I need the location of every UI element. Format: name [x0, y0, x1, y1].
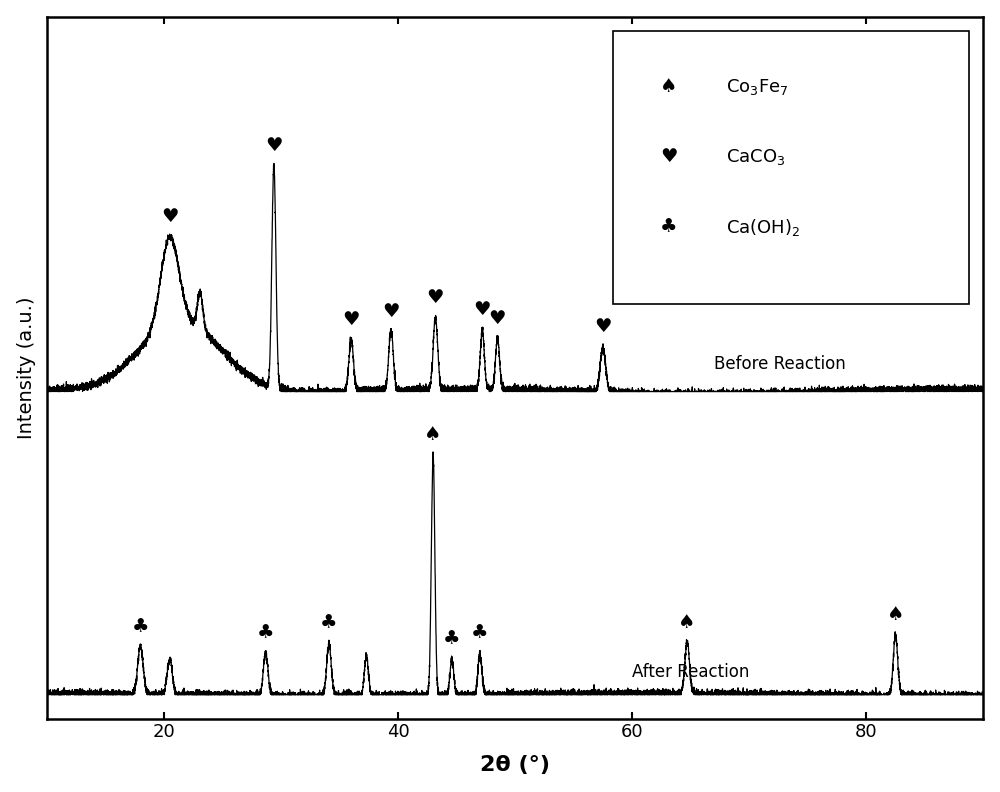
Text: ♠: ♠ [424, 426, 442, 444]
Text: ♥: ♥ [489, 310, 506, 328]
Text: ♣: ♣ [660, 219, 678, 236]
Text: ♣: ♣ [257, 625, 274, 642]
Text: CaCO$_3$: CaCO$_3$ [726, 147, 785, 167]
Text: ♠: ♠ [660, 78, 678, 96]
Text: ♥: ♥ [265, 138, 283, 155]
Text: ♥: ♥ [382, 303, 400, 321]
Text: Co$_3$Fe$_7$: Co$_3$Fe$_7$ [726, 77, 789, 97]
Text: ♣: ♣ [320, 615, 338, 632]
Text: Ca(OH)$_2$: Ca(OH)$_2$ [726, 217, 800, 238]
Text: ♥: ♥ [342, 311, 360, 329]
Text: Before Reaction: Before Reaction [714, 355, 846, 373]
Text: ♥: ♥ [161, 208, 178, 226]
Text: ♥: ♥ [594, 318, 612, 336]
Text: ♣: ♣ [443, 630, 461, 648]
X-axis label: 2θ (°): 2θ (°) [480, 756, 550, 775]
Text: ♠: ♠ [887, 606, 904, 624]
Text: After Reaction: After Reaction [632, 664, 750, 681]
Y-axis label: Intensity (a.u.): Intensity (a.u.) [17, 296, 36, 439]
FancyBboxPatch shape [613, 31, 969, 304]
Text: ♣: ♣ [132, 618, 149, 636]
Text: ♣: ♣ [471, 625, 489, 642]
Text: ♥: ♥ [427, 289, 444, 307]
Text: ♥: ♥ [474, 301, 491, 319]
Text: ♠: ♠ [678, 614, 696, 632]
Text: ♥: ♥ [660, 148, 678, 166]
